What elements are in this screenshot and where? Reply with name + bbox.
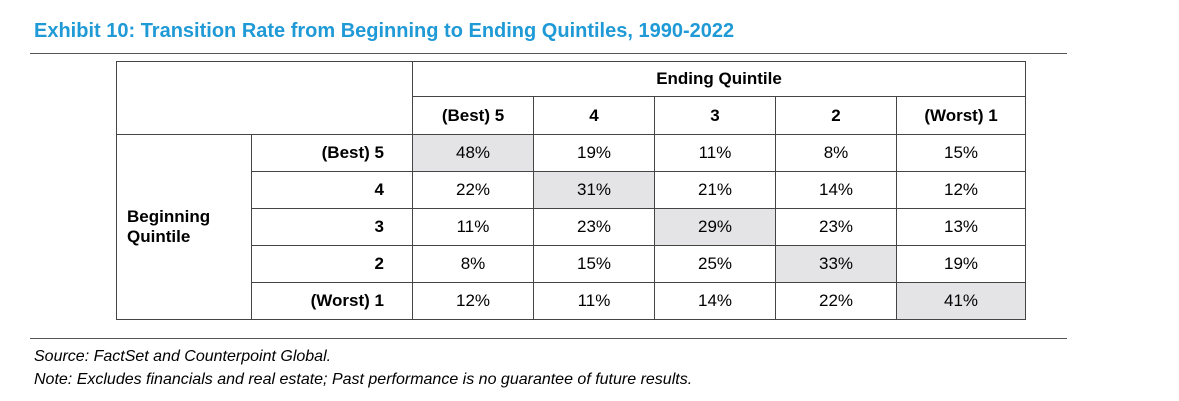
table-cell: 25% bbox=[654, 245, 776, 283]
table-cell: 19% bbox=[896, 245, 1026, 283]
row-group-label-line2: Quintile bbox=[127, 227, 191, 246]
row-header: 3 bbox=[251, 208, 413, 246]
top-divider bbox=[30, 53, 1067, 54]
table-cell: 19% bbox=[533, 134, 655, 172]
footnotes: Source: FactSet and Counterpoint Global.… bbox=[34, 345, 692, 391]
column-header-row: (Best) 5 4 3 2 (Worst) 1 bbox=[117, 96, 1026, 135]
table-cell: 23% bbox=[775, 208, 897, 246]
table-cell: 14% bbox=[775, 171, 897, 209]
table-cell: 23% bbox=[533, 208, 655, 246]
row-header: 4 bbox=[251, 171, 413, 209]
column-group-header-row: Ending Quintile bbox=[116, 61, 1026, 135]
table-cell: 48% bbox=[412, 134, 534, 172]
table-row: 3 11% 23% 29% 23% 13% bbox=[117, 208, 1026, 246]
transition-rate-table: Ending Quintile (Best) 5 4 3 2 (Worst) 1… bbox=[116, 61, 1026, 320]
table-cell: 22% bbox=[775, 282, 897, 320]
table-cell: 15% bbox=[533, 245, 655, 283]
table-cell: 14% bbox=[654, 282, 776, 320]
disclaimer-note: Note: Excludes financials and real estat… bbox=[34, 371, 693, 388]
table-cell: 12% bbox=[412, 282, 534, 320]
table-cell: 41% bbox=[896, 282, 1026, 320]
table-cell: 11% bbox=[533, 282, 655, 320]
table-cell: 22% bbox=[412, 171, 534, 209]
table-cell: 8% bbox=[775, 134, 897, 172]
source-note: Source: FactSet and Counterpoint Global. bbox=[34, 348, 332, 365]
exhibit-title: Exhibit 10: Transition Rate from Beginni… bbox=[34, 20, 735, 42]
bottom-divider bbox=[30, 338, 1067, 339]
table-cell: 12% bbox=[896, 171, 1026, 209]
table-row: Beginning Quintile (Best) 5 48% 19% 11% … bbox=[116, 134, 1026, 320]
column-header: (Worst) 1 bbox=[896, 96, 1026, 135]
table-cell: 8% bbox=[412, 245, 534, 283]
row-group-label-line1: Beginning bbox=[127, 207, 211, 226]
column-header: 3 bbox=[654, 96, 776, 135]
table-row: 2 8% 15% 25% 33% 19% bbox=[117, 245, 1026, 283]
table-cell: 13% bbox=[896, 208, 1026, 246]
corner-cell bbox=[116, 61, 413, 135]
column-header: 4 bbox=[533, 96, 655, 135]
table-cell: 11% bbox=[654, 134, 776, 172]
table-cell: 31% bbox=[533, 171, 655, 209]
table-row: 4 22% 31% 21% 14% 12% bbox=[117, 171, 1026, 209]
table-row: (Worst) 1 12% 11% 14% 22% 41% bbox=[117, 282, 1026, 320]
row-group-label: Beginning Quintile bbox=[116, 134, 252, 320]
table-cell: 11% bbox=[412, 208, 534, 246]
table-cell: 33% bbox=[775, 245, 897, 283]
row-header: 2 bbox=[251, 245, 413, 283]
row-header: (Best) 5 bbox=[251, 134, 413, 172]
column-header: (Best) 5 bbox=[412, 96, 534, 135]
column-group-label: Ending Quintile bbox=[412, 61, 1026, 97]
table-cell: 29% bbox=[654, 208, 776, 246]
table-cell: 21% bbox=[654, 171, 776, 209]
row-header: (Worst) 1 bbox=[251, 282, 413, 320]
table-cell: 15% bbox=[896, 134, 1026, 172]
column-header: 2 bbox=[775, 96, 897, 135]
